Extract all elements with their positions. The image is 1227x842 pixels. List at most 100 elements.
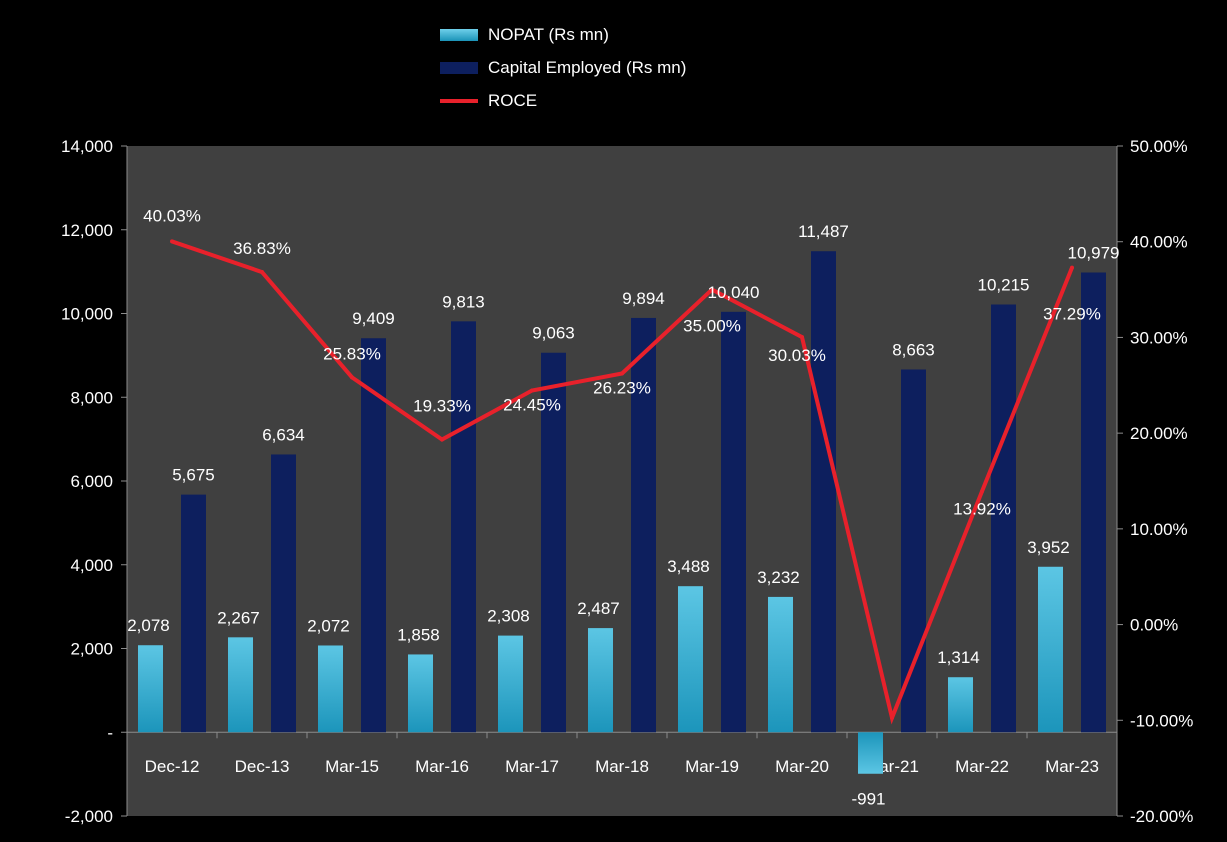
x-tick-label: Mar-22 bbox=[955, 757, 1009, 776]
data-label-capital-employed: 9,409 bbox=[352, 309, 395, 328]
x-tick-label: Dec-12 bbox=[145, 757, 200, 776]
data-label-capital-employed: 11,487 bbox=[798, 222, 849, 241]
x-tick-label: Mar-16 bbox=[415, 757, 469, 776]
x-tick-label: Mar-19 bbox=[685, 757, 739, 776]
data-label-capital-employed: 9,063 bbox=[532, 324, 575, 343]
y-left-tick-label: -2,000 bbox=[65, 807, 113, 826]
y-left-tick-label: 8,000 bbox=[70, 388, 113, 407]
bar-nopat bbox=[498, 635, 523, 733]
data-label-nopat: 3,488 bbox=[667, 557, 710, 576]
bar-nopat bbox=[228, 637, 253, 733]
bar-nopat bbox=[318, 645, 343, 733]
y-right-tick-label: 10.00% bbox=[1130, 520, 1188, 539]
roce-point bbox=[1070, 265, 1074, 270]
data-label-capital-employed: 5,675 bbox=[172, 466, 215, 485]
y-right-tick-label: 50.00% bbox=[1130, 137, 1188, 156]
y-left-tick-label: 2,000 bbox=[70, 640, 113, 659]
data-label-nopat: 3,952 bbox=[1027, 538, 1070, 557]
legend-swatch-capital-employed bbox=[440, 61, 478, 74]
roce-point bbox=[260, 270, 264, 275]
bar-capital-employed bbox=[1081, 272, 1106, 733]
data-label-capital-employed: 8,663 bbox=[892, 340, 935, 359]
y-left-tick-label: - bbox=[107, 723, 113, 742]
x-tick-label: Mar-23 bbox=[1045, 757, 1099, 776]
y-right-tick-label: -10.00% bbox=[1130, 711, 1193, 730]
data-label-capital-employed: 6,634 bbox=[262, 425, 305, 444]
x-tick-label: Mar-18 bbox=[595, 757, 649, 776]
data-label-roce: 30.03% bbox=[768, 346, 826, 365]
data-label-capital-employed: 10,979 bbox=[1068, 244, 1120, 263]
roce-point bbox=[800, 335, 804, 340]
bar-capital-employed bbox=[721, 311, 746, 733]
legend-item-nopat: NOPAT (Rs mn) bbox=[440, 18, 686, 51]
roce-point bbox=[440, 437, 444, 442]
data-label-capital-employed: 10,040 bbox=[708, 283, 760, 302]
legend-item-capital-employed: Capital Employed (Rs mn) bbox=[440, 51, 686, 84]
roce-point bbox=[530, 388, 534, 393]
y-left-tick-label: 12,000 bbox=[61, 221, 113, 240]
roce-point bbox=[170, 239, 174, 244]
roce-point bbox=[890, 715, 894, 720]
data-label-nopat: 2,072 bbox=[307, 616, 350, 635]
bar-nopat bbox=[678, 586, 703, 733]
bar-capital-employed bbox=[811, 251, 836, 733]
data-label-roce: 40.03% bbox=[143, 206, 201, 225]
roce-point bbox=[350, 375, 354, 380]
bar-series bbox=[138, 251, 1106, 774]
y-left-tick-label: 6,000 bbox=[70, 472, 113, 491]
data-label-nopat: 1,858 bbox=[397, 625, 440, 644]
data-label-capital-employed: 10,215 bbox=[978, 275, 1030, 294]
bar-nopat bbox=[1038, 566, 1063, 733]
data-label-roce: 13.92% bbox=[953, 499, 1011, 518]
roce-point bbox=[980, 489, 984, 494]
data-label-nopat: 2,267 bbox=[217, 608, 260, 627]
roce-point bbox=[620, 371, 624, 376]
legend-swatch-roce bbox=[440, 98, 478, 103]
legend-label-capital-employed: Capital Employed (Rs mn) bbox=[488, 57, 687, 77]
data-label-nopat: 1,314 bbox=[937, 648, 980, 667]
bar-nopat bbox=[948, 677, 973, 733]
y-right-tick-label: 40.00% bbox=[1130, 233, 1188, 252]
bar-nopat bbox=[138, 645, 163, 733]
bar-capital-employed bbox=[451, 321, 476, 733]
data-label-capital-employed: 9,894 bbox=[622, 289, 665, 308]
data-label-nopat: 2,487 bbox=[577, 599, 620, 618]
data-label-roce: 24.45% bbox=[503, 396, 561, 415]
data-label-roce: 26.23% bbox=[593, 379, 651, 398]
bar-capital-employed bbox=[361, 338, 386, 733]
bar-capital-employed bbox=[901, 369, 926, 733]
bar-capital-employed bbox=[631, 317, 656, 733]
line-series bbox=[170, 239, 1074, 725]
data-label-nopat: 2,078 bbox=[127, 616, 170, 635]
data-label-nopat: 3,232 bbox=[757, 568, 800, 587]
y-left-tick-label: 4,000 bbox=[70, 556, 113, 575]
data-label-roce: 19.33% bbox=[413, 397, 471, 416]
x-tick-label: Mar-20 bbox=[775, 757, 829, 776]
bar-nopat bbox=[768, 596, 793, 733]
data-label-roce: 36.83% bbox=[233, 239, 291, 258]
legend-swatch-nopat bbox=[440, 28, 478, 41]
x-tick-label: Mar-15 bbox=[325, 757, 379, 776]
legend-item-roce: ROCE bbox=[440, 84, 686, 117]
y-right-tick-label: 30.00% bbox=[1130, 328, 1188, 347]
y-right-tick-label: 20.00% bbox=[1130, 424, 1188, 443]
y-right-tick-label: 0.00% bbox=[1130, 616, 1178, 635]
data-label-roce: 35.00% bbox=[683, 317, 741, 336]
x-tick-label: Dec-13 bbox=[235, 757, 290, 776]
data-label-nopat: -991 bbox=[851, 790, 885, 809]
chart-legend: NOPAT (Rs mn) Capital Employed (Rs mn) R… bbox=[440, 18, 686, 117]
bar-capital-employed bbox=[181, 494, 206, 733]
y-left-tick-label: 10,000 bbox=[61, 305, 113, 324]
bar-capital-employed bbox=[991, 304, 1016, 733]
data-labels: 2,078 5,675 2,267 6,634 2,072 9,409 1,858 9,813… bbox=[127, 206, 1119, 808]
data-label-roce: 37.29% bbox=[1043, 305, 1101, 324]
y-right-tick-label: -20.00% bbox=[1130, 807, 1193, 826]
roce-point bbox=[710, 287, 714, 292]
x-tick-label: Mar-17 bbox=[505, 757, 559, 776]
bar-capital-employed bbox=[541, 352, 566, 733]
legend-label-roce: ROCE bbox=[488, 90, 538, 110]
data-label-nopat: 2,308 bbox=[487, 607, 530, 626]
data-label-roce: 25.83% bbox=[323, 344, 381, 363]
data-label-capital-employed: 9,813 bbox=[442, 292, 485, 311]
